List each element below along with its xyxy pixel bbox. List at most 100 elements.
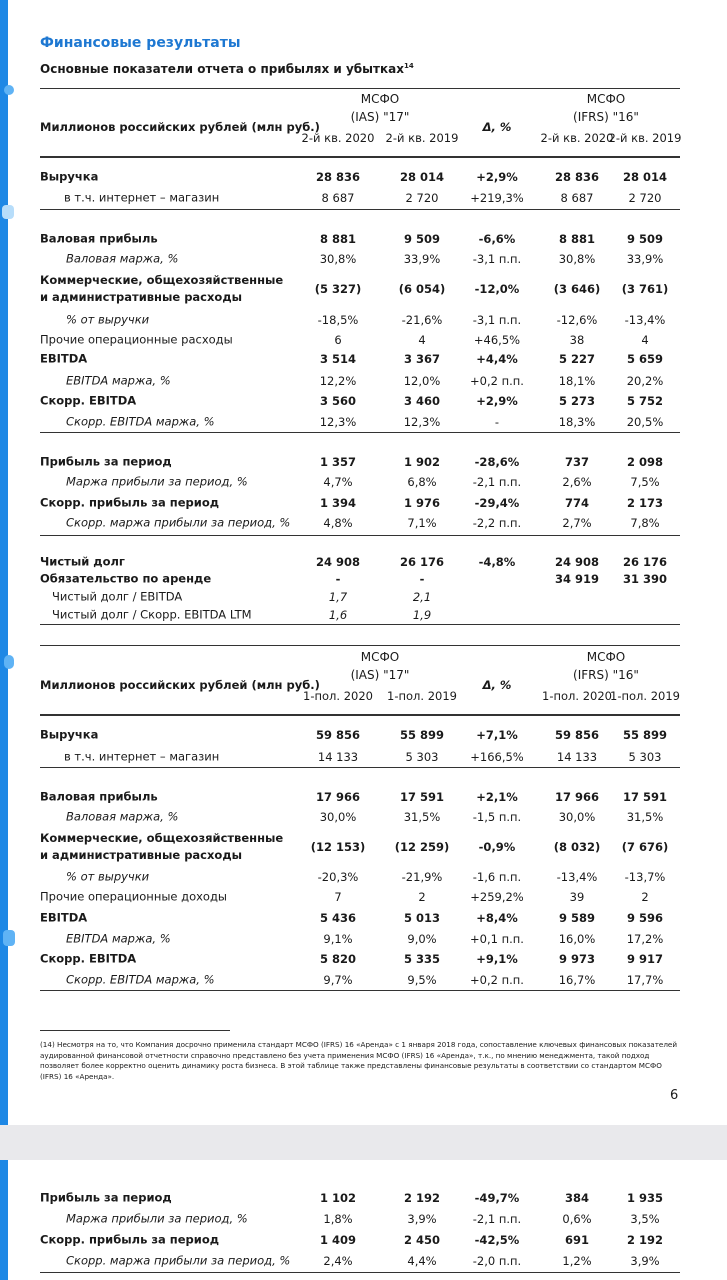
row-label: Чистый долг / Скорр. EBITDA LTM — [52, 607, 252, 622]
column-header: 2-й кв. 2020 — [540, 131, 614, 145]
cell-value: 30,0% — [319, 810, 357, 824]
cell-value: 1 394 — [319, 496, 357, 510]
cell-value: 31,5% — [626, 810, 664, 824]
cell-value: 14 133 — [317, 750, 359, 764]
rule — [40, 535, 680, 536]
cell-value: -2,0 п.п. — [472, 1254, 522, 1268]
cell-value: -2,1 п.п. — [472, 1212, 522, 1226]
cell-value: 2 450 — [403, 1233, 441, 1247]
cell-value: +0,1 п.п. — [470, 932, 524, 946]
cell-value: 26 176 — [399, 555, 445, 569]
cell-value: 3,5% — [630, 1212, 660, 1226]
footnote: (14) Несмотря на то, что Компания досроч… — [40, 1040, 678, 1081]
cell-value: 6 — [334, 333, 342, 347]
row-label: Скорр. EBITDA маржа, % — [66, 414, 215, 429]
cell-value: +166,5% — [470, 750, 524, 764]
cell-value: +4,4% — [476, 352, 518, 366]
cell-value: 2 173 — [626, 496, 664, 510]
cell-value: 9,0% — [407, 932, 437, 946]
cell-value: 1,9 — [412, 608, 432, 622]
cell-value: 34 919 — [554, 572, 600, 586]
cell-value: 2 720 — [628, 191, 662, 205]
column-header: 2-й кв. 2019 — [385, 131, 459, 145]
cell-value: 12,3% — [319, 415, 357, 429]
rule — [40, 88, 680, 89]
cell-value: 55 899 — [399, 728, 445, 742]
cell-value: (12 153) — [310, 840, 366, 854]
rule — [40, 714, 680, 716]
decoration — [3, 930, 15, 946]
cell-value: 33,9% — [626, 252, 664, 266]
cell-value: -21,6% — [401, 313, 443, 327]
row-label: в т.ч. интернет – магазин — [64, 190, 220, 205]
cell-value: +8,4% — [476, 911, 518, 925]
cell-value: 2 — [641, 890, 649, 904]
cell-value: 30,8% — [319, 252, 357, 266]
cell-value: 1 935 — [626, 1191, 664, 1205]
cell-value: 2,7% — [562, 516, 592, 530]
cell-value: 2,6% — [562, 475, 592, 489]
cell-value: 28 836 — [554, 170, 600, 184]
row-label: Чистый долг — [40, 554, 125, 569]
standard-label: (IAS) "17" — [350, 668, 410, 682]
cell-value: 3 460 — [403, 394, 441, 408]
row-label: EBITDA — [40, 351, 88, 366]
cell-value: 5 436 — [319, 911, 357, 925]
cell-value: 55 899 — [622, 728, 668, 742]
row-label: Скорр. EBITDA — [40, 393, 137, 408]
cell-value: 774 — [564, 496, 590, 510]
rule — [40, 209, 680, 210]
cell-value: 4,4% — [407, 1254, 437, 1268]
standard-label: (IAS) "17" — [350, 110, 410, 124]
cell-value: 3 560 — [319, 394, 357, 408]
cell-value: 8 687 — [560, 191, 594, 205]
rule — [40, 156, 680, 158]
cell-value: +46,5% — [473, 333, 521, 347]
row-label: Скорр. EBITDA маржа, % — [66, 972, 215, 987]
cell-value: 2 720 — [405, 191, 439, 205]
cell-value: 3 367 — [403, 352, 441, 366]
cell-value: -13,7% — [624, 870, 666, 884]
cell-value: 737 — [564, 455, 590, 469]
cell-value: 17 966 — [554, 790, 600, 804]
cell-value: +2,9% — [476, 394, 518, 408]
cell-value: 2,1 — [412, 590, 432, 604]
cell-value: 31,5% — [403, 810, 441, 824]
cell-value: 59 856 — [554, 728, 600, 742]
column-header: 1-пол. 2020 — [303, 689, 373, 703]
cell-value: 17,2% — [626, 932, 664, 946]
cell-value: (3 646) — [553, 282, 601, 296]
cell-value: -3,1 п.п. — [472, 313, 522, 327]
cell-value: -6,6% — [478, 232, 516, 246]
cell-value: (5 327) — [314, 282, 362, 296]
cell-value: 5 013 — [403, 911, 441, 925]
cell-value: 1 409 — [319, 1233, 357, 1247]
row-label: Коммерческие, общехозяйственные и админи… — [40, 831, 284, 862]
column-header: 1-пол. 2019 — [387, 689, 457, 703]
row-label: Валовая прибыль — [40, 789, 158, 804]
cell-value: 5 335 — [403, 952, 441, 966]
row-label: EBITDA маржа, % — [66, 373, 171, 388]
cell-value: 3 514 — [319, 352, 357, 366]
cell-value: 26 176 — [622, 555, 668, 569]
cell-value: 4,8% — [323, 516, 353, 530]
cell-value: -42,5% — [474, 1233, 520, 1247]
cell-value: 9 589 — [558, 911, 596, 925]
row-label: Скорр. EBITDA — [40, 951, 137, 966]
row-label: Маржа прибыли за период, % — [66, 1211, 248, 1226]
cell-value: +0,2 п.п. — [470, 374, 524, 388]
cell-value: 17 591 — [622, 790, 668, 804]
cell-value: 30,0% — [558, 810, 596, 824]
column-header: Δ, % — [482, 120, 512, 134]
cell-value: -12,0% — [474, 282, 520, 296]
cell-value: (7 676) — [621, 840, 669, 854]
cell-value: 1,8% — [323, 1212, 353, 1226]
row-label: Прибыль за период — [40, 1190, 172, 1205]
cell-value: 5 273 — [558, 394, 596, 408]
cell-value: 24 908 — [315, 555, 361, 569]
rule — [40, 1272, 680, 1273]
cell-value: 2 192 — [403, 1191, 441, 1205]
cell-value: 30,8% — [558, 252, 596, 266]
cell-value: -4,8% — [478, 555, 516, 569]
